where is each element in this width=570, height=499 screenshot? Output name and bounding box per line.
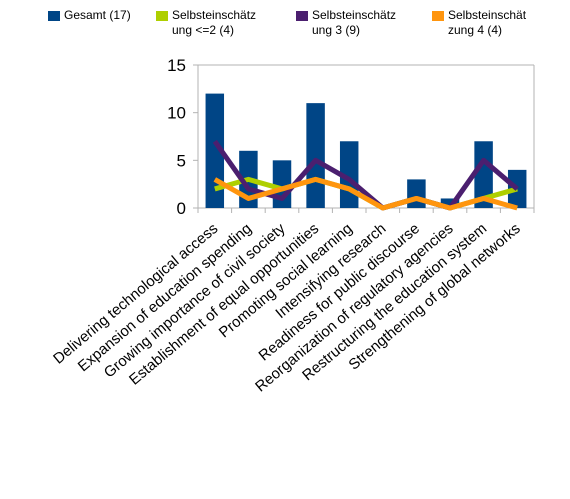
series-line [213,176,518,211]
legend-label-gesamt: Gesamt (17) [64,8,131,22]
bar [474,141,493,208]
legend-label-se-3: Selbsteinschätzung 3 (9) [312,8,397,37]
lines [212,139,519,211]
legend-swatch-se-le2 [156,11,168,21]
legend-label-se-4: Selbsteinschätzung 4 (4) [448,8,527,37]
y-tick-labels: 0 5 10 15 [167,56,186,218]
bar [306,103,325,208]
legend-swatch-se-3 [296,11,308,21]
legend-swatch-se-4 [432,11,444,21]
legend-swatch-gesamt [48,11,60,21]
y-tick-label: 15 [167,56,186,75]
bar [440,198,460,208]
y-tick-label: 0 [177,199,186,218]
legend: Gesamt (17) Selbsteinschätzung <=2 (4) S… [48,8,568,48]
bar [407,179,426,208]
legend-label-se-le2: Selbsteinschätzung <=2 (4) [172,8,257,37]
y-tick-label: 5 [177,151,186,170]
y-tick-label: 10 [167,104,186,123]
x-tick-labels: Delivering technological accessExpansion… [50,220,524,396]
